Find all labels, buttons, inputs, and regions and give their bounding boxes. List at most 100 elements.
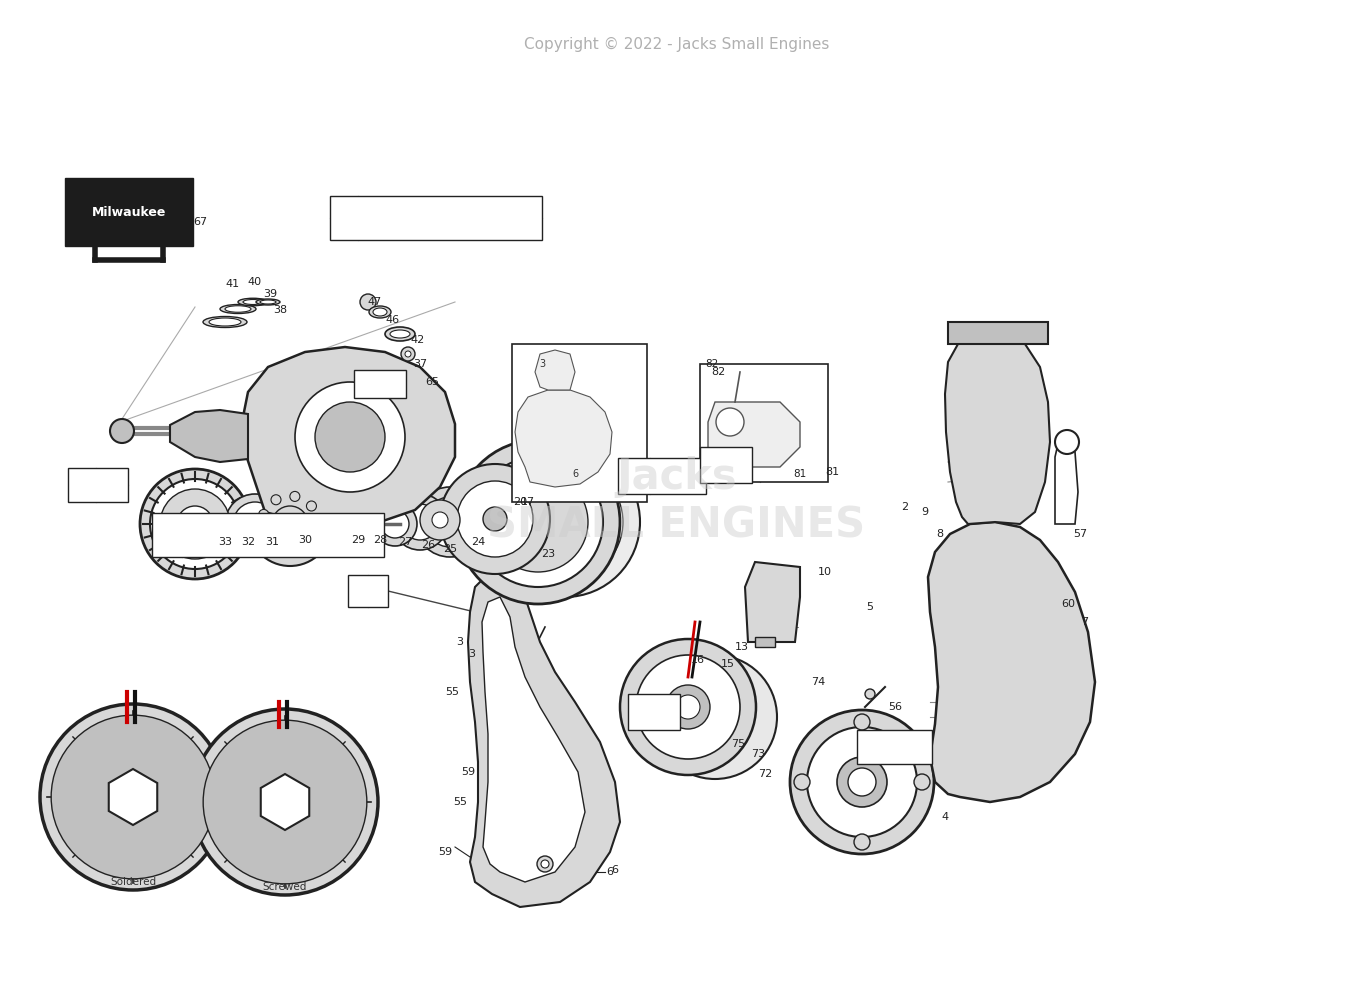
Circle shape: [474, 457, 603, 587]
Text: 9: 9: [921, 507, 928, 517]
Circle shape: [271, 543, 281, 553]
Ellipse shape: [225, 306, 252, 313]
Polygon shape: [928, 522, 1095, 802]
Circle shape: [373, 502, 417, 546]
Text: 41: 41: [510, 223, 522, 232]
Text: 47: 47: [455, 203, 465, 212]
Circle shape: [806, 727, 917, 837]
Text: 56: 56: [888, 702, 902, 712]
Text: 32: 32: [331, 520, 344, 530]
Circle shape: [139, 469, 250, 579]
Polygon shape: [944, 334, 1050, 524]
Polygon shape: [948, 322, 1049, 344]
Text: 36: 36: [361, 379, 375, 389]
Text: 59: 59: [438, 847, 452, 857]
Text: Screwed: Screwed: [262, 882, 307, 892]
Text: 3: 3: [538, 359, 545, 369]
Text: 55: 55: [445, 687, 459, 697]
Text: 72: 72: [894, 752, 907, 761]
Circle shape: [363, 514, 382, 534]
Circle shape: [790, 710, 934, 854]
Polygon shape: [108, 769, 157, 825]
Text: 60: 60: [1061, 599, 1076, 609]
Circle shape: [483, 507, 507, 531]
Text: 11: 11: [626, 471, 641, 481]
Text: 65: 65: [425, 377, 438, 387]
Bar: [330, 196, 543, 240]
Text: 23: 23: [541, 549, 555, 559]
Bar: [511, 344, 647, 502]
Circle shape: [41, 704, 226, 890]
Text: 13: 13: [682, 480, 694, 490]
Text: 75: 75: [731, 739, 746, 749]
Text: 24: 24: [471, 537, 486, 547]
Text: 65: 65: [392, 379, 405, 389]
Circle shape: [716, 408, 744, 436]
Circle shape: [321, 510, 349, 538]
Circle shape: [258, 509, 269, 519]
Text: 27: 27: [192, 520, 204, 530]
Text: 46: 46: [386, 315, 399, 325]
Circle shape: [676, 695, 700, 719]
Circle shape: [150, 479, 239, 569]
Text: 25: 25: [442, 544, 457, 554]
Bar: [700, 364, 828, 482]
Text: 15: 15: [655, 462, 667, 472]
Text: 2: 2: [373, 593, 379, 603]
Text: 41: 41: [225, 279, 239, 289]
Text: 1: 1: [353, 584, 363, 598]
Text: 24: 24: [304, 540, 317, 550]
Bar: [856, 730, 932, 764]
Circle shape: [344, 512, 367, 536]
Circle shape: [349, 518, 361, 530]
Text: 17: 17: [521, 497, 534, 507]
Text: 59: 59: [461, 767, 475, 777]
Text: 31: 31: [265, 537, 279, 547]
Text: 37: 37: [398, 223, 410, 232]
Text: 5: 5: [866, 602, 874, 612]
Text: Jacks
SMALL ENGINES: Jacks SMALL ENGINES: [487, 456, 866, 546]
Circle shape: [192, 709, 377, 895]
Text: 26: 26: [360, 540, 372, 550]
Text: 20: 20: [192, 540, 204, 550]
Circle shape: [382, 510, 409, 538]
Text: 40: 40: [248, 277, 262, 287]
Text: 9: 9: [658, 480, 664, 490]
Text: 33: 33: [360, 520, 372, 530]
Text: 31: 31: [304, 520, 317, 530]
Text: 16: 16: [691, 655, 705, 665]
Text: 81: 81: [793, 469, 806, 479]
Polygon shape: [708, 402, 800, 467]
Circle shape: [915, 774, 930, 790]
Ellipse shape: [208, 318, 241, 326]
Text: 13: 13: [735, 642, 750, 652]
Text: 21: 21: [219, 540, 233, 550]
Text: 7: 7: [1081, 617, 1089, 627]
Text: 19: 19: [160, 530, 175, 540]
Circle shape: [838, 757, 888, 807]
Text: Soldered: Soldered: [110, 877, 156, 887]
Text: 42: 42: [411, 335, 425, 345]
Bar: [628, 694, 681, 730]
Bar: [618, 458, 706, 494]
Circle shape: [636, 655, 740, 759]
Text: 74: 74: [810, 677, 825, 687]
Text: 76: 76: [674, 462, 686, 472]
Circle shape: [367, 519, 377, 529]
Text: 6: 6: [612, 865, 618, 875]
Ellipse shape: [373, 308, 387, 316]
Text: 76: 76: [659, 698, 671, 708]
Text: 73: 73: [909, 752, 921, 761]
Circle shape: [313, 519, 323, 529]
Circle shape: [854, 714, 870, 730]
Text: 6: 6: [572, 469, 578, 479]
Text: 80: 80: [706, 460, 721, 470]
Polygon shape: [468, 567, 620, 907]
Text: 77: 77: [637, 707, 651, 717]
Circle shape: [653, 655, 777, 779]
Circle shape: [225, 494, 285, 554]
Circle shape: [1055, 430, 1078, 454]
Bar: [354, 370, 406, 398]
Text: 27: 27: [398, 537, 413, 547]
Circle shape: [203, 720, 367, 884]
